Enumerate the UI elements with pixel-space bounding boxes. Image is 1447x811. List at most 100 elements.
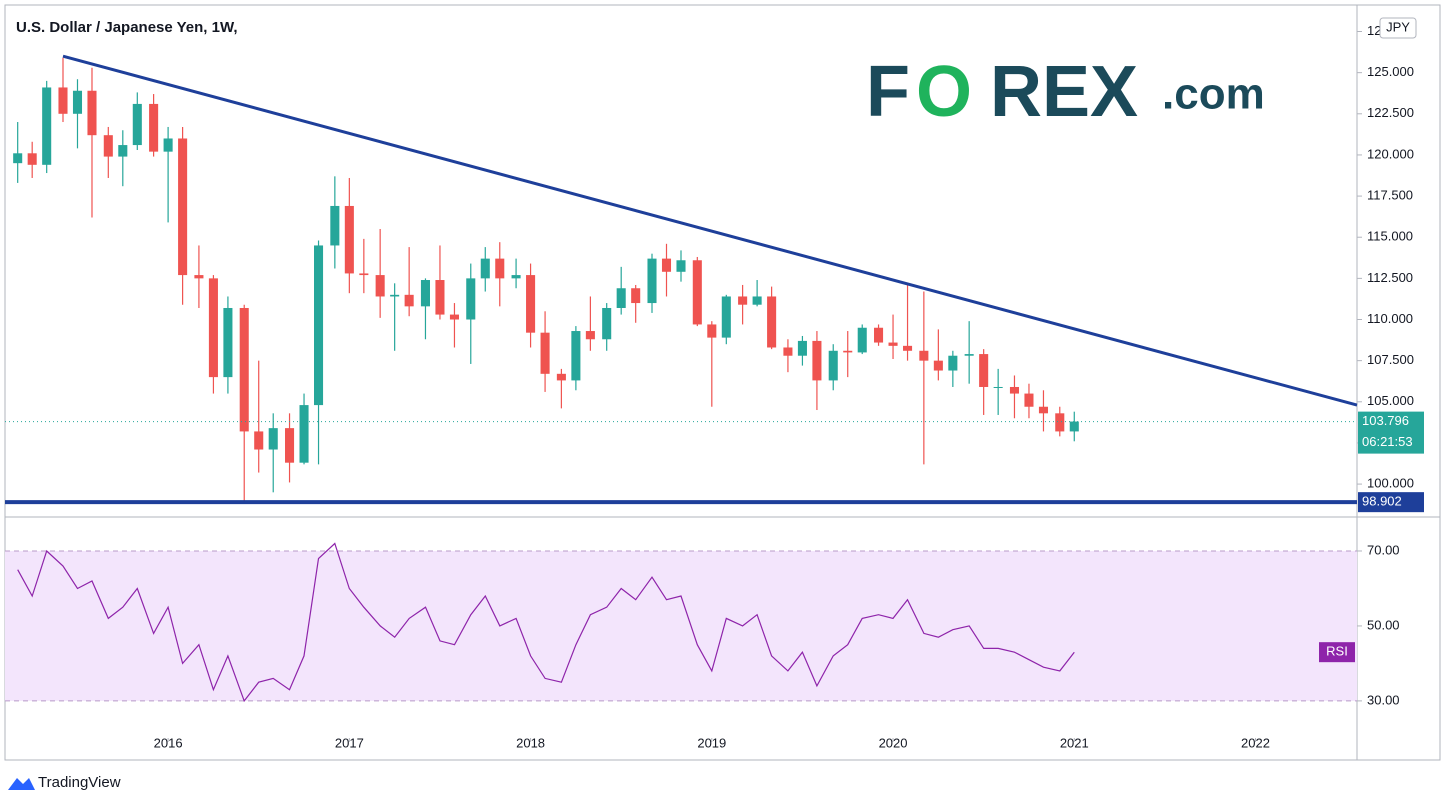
candle-body [480,258,490,279]
x-tick-label: 2022 [1241,735,1270,750]
brand-name: TradingView [38,774,121,791]
candle-body [616,288,626,308]
brand-icon [8,778,35,790]
candle-body [359,273,369,276]
candle-body [993,386,1003,388]
last-price-badge [1358,411,1424,454]
last-price-label: 103.796 [1362,413,1409,428]
candle-body [223,307,233,378]
support-badge [1358,492,1424,513]
candle-body [194,275,204,279]
candle-body [268,428,278,450]
candle-body [692,260,702,325]
candle-body [540,332,550,374]
candle-body [707,324,717,338]
x-tick-label: 2019 [697,735,726,750]
chart-title: U.S. Dollar / Japanese Yen, 1W, [16,19,237,36]
rsi-line [17,542,1075,703]
candle-body [933,360,943,371]
countdown-label: 06:21:53 [1362,434,1413,449]
candle-body [752,296,762,305]
candle-body [1038,406,1048,414]
candle-body [435,280,445,315]
x-tick-label: 2021 [1060,735,1089,750]
x-tick-label: 2017 [335,735,364,750]
candle-body [738,296,748,305]
candle-body [676,260,686,272]
candle-body [647,258,657,304]
candle-body [178,138,188,276]
candle-body [27,153,37,165]
candle-body [330,205,340,246]
candle-body [449,314,459,320]
candle-body [948,355,958,371]
candle-body [208,278,218,378]
candle-body [239,307,249,432]
y-tick-label: 110.000 [1367,311,1413,326]
y-tick-label: 70.00 [1367,542,1400,557]
candle-body [661,258,672,272]
candle-body [602,307,612,340]
candle-body [1055,413,1065,432]
candle-body [964,354,974,356]
y-tick-label: 117.500 [1367,188,1413,203]
y-tick-label: 105.000 [1367,393,1414,408]
candle-body [13,153,23,164]
y-tick-label: 100.000 [1367,476,1414,491]
logo-part: .com [1162,70,1265,119]
candle-body [843,350,853,353]
candle-body [404,294,414,307]
candle-body [344,205,354,274]
rsi-name: RSI [1326,644,1348,659]
candle-body [571,331,581,381]
candle-body [163,138,173,152]
candle-body [721,296,731,338]
candle-body [495,258,505,279]
candle-body [1069,421,1079,432]
candle-body [87,90,97,136]
logo-part: O [916,52,972,132]
support-label: 98.902 [1362,494,1402,509]
candle-body [1009,386,1019,394]
y-tick-label: 122.500 [1367,105,1414,120]
currency-label: JPY [1386,19,1410,34]
candle-body [797,340,807,356]
x-tick-label: 2016 [154,735,183,750]
candle-body [149,103,159,152]
candle-body [299,405,309,463]
logo-part: F [866,52,910,132]
candle-body [979,354,989,387]
y-tick-label: 107.500 [1367,352,1414,367]
rsi-band [5,550,1357,701]
candle-body [466,278,476,320]
candle-body [420,280,430,307]
candle-body [390,294,400,297]
candle-body [285,428,295,463]
rsi-badge [1319,642,1355,663]
candle-body [254,431,264,450]
y-tick-label: 120.000 [1367,146,1414,161]
y-tick-label: 50.00 [1367,617,1400,632]
currency-badge [1379,17,1417,39]
brand: TradingView [8,774,121,791]
candle-body [585,331,595,340]
candle-body [375,275,385,297]
candle-body [903,345,913,351]
candle-body [631,288,641,304]
candle-body [118,145,128,157]
logo-part: REX [990,52,1138,132]
candle-body [314,245,324,406]
trendline [62,54,1358,407]
candle-body [888,342,898,346]
candle-body [828,350,838,381]
x-tick-label: 2020 [879,735,908,750]
y-tick-label: 30.00 [1367,692,1400,707]
candle-body [556,373,566,381]
candle-body [812,340,822,381]
candle-body [1024,393,1034,407]
candle-body [58,87,68,114]
candle-body [783,347,793,356]
logo: F O REX .com [866,52,1265,132]
